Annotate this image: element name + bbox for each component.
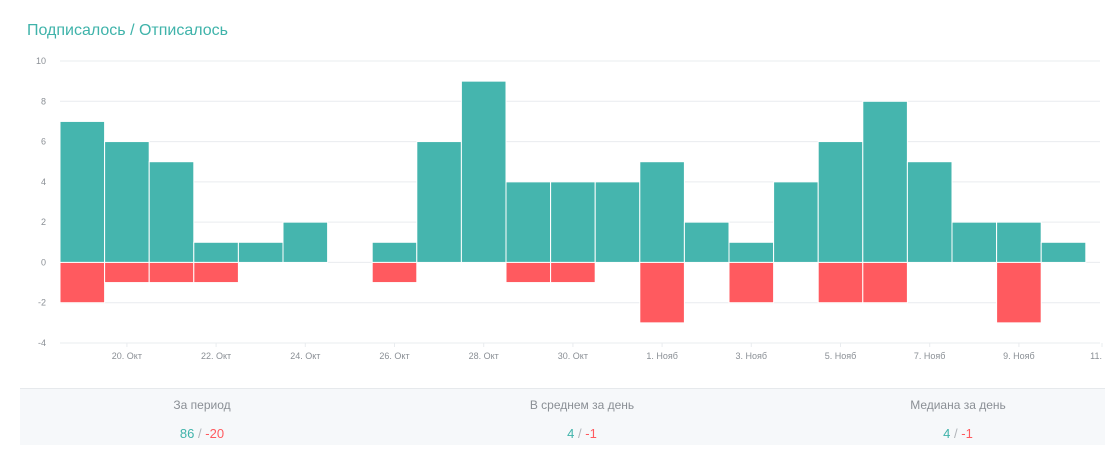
stat-value: 4 / -1	[432, 426, 732, 441]
bar-subscribed	[683, 221, 730, 263]
bar-subscribed	[728, 241, 775, 263]
bar-subscribed	[460, 80, 507, 263]
x-tick-label: 9. Нояб	[1003, 351, 1035, 361]
bar-unsubscribed	[550, 261, 596, 284]
x-tick-label: 1. Нояб	[646, 351, 678, 361]
bar-unsubscribed	[59, 261, 106, 304]
x-tick-label: 28. Окт	[469, 351, 499, 361]
bar-unsubscribed	[639, 261, 685, 324]
x-tick-label: 26. Окт	[379, 351, 409, 361]
stat-positive: 4	[567, 426, 575, 441]
bar-subscribed	[416, 141, 462, 263]
stats-panel: За период 86 / -20 В среднем за день 4 /…	[20, 388, 1105, 445]
bar-subscribed	[237, 241, 284, 263]
y-tick-label: -4	[38, 338, 46, 348]
bar-subscribed	[104, 141, 150, 263]
stat-value: 86 / -20	[52, 426, 352, 441]
stat-period: За период 86 / -20	[52, 389, 352, 441]
stat-positive: 86	[179, 426, 195, 441]
bar-chart: 10 8 6 4 2 0 -2 -4 20. Окт 22. Окт 24. Окт 26. Окт 2…	[36, 56, 1103, 361]
stat-negative: -20	[205, 426, 225, 441]
bar-subscribed	[996, 221, 1042, 263]
stat-separator: /	[578, 426, 582, 441]
stat-separator: /	[954, 426, 958, 441]
bar-unsubscribed	[862, 261, 908, 304]
x-tick-label: 20. Окт	[112, 351, 142, 361]
x-tick-label: 24. Окт	[290, 351, 320, 361]
bar-subscribed	[282, 221, 329, 263]
stat-label: За период	[173, 398, 231, 412]
bar-subscribed	[371, 241, 418, 263]
x-tick-label: 22. Окт	[201, 351, 231, 361]
bar-subscribed	[639, 161, 685, 263]
y-tick-label: -2	[38, 298, 46, 308]
stat-label: Медиана за день	[910, 398, 1006, 412]
x-tick-label: 7. Нояб	[914, 351, 946, 361]
bar-unsubscribed	[193, 261, 239, 284]
stat-label: В среднем за день	[529, 398, 635, 412]
bar-subscribed	[148, 161, 195, 263]
stat-negative: -1	[961, 426, 973, 441]
bar-subscribed	[594, 181, 641, 263]
y-tick-label: 4	[41, 177, 46, 187]
stat-separator: /	[198, 426, 202, 441]
stat-daily-average: В среднем за день 4 / -1	[432, 389, 732, 441]
bar-unsubscribed	[817, 261, 864, 304]
x-tick-label: 5. Нояб	[825, 351, 857, 361]
bar-subscribed	[1040, 241, 1087, 263]
bar-subscribed	[505, 181, 552, 263]
bar-unsubscribed	[728, 261, 775, 304]
bar-subscribed	[951, 221, 998, 263]
stat-negative: -1	[585, 426, 597, 441]
y-tick-label: 0	[41, 257, 46, 267]
bar-unsubscribed	[148, 261, 195, 284]
x-tick-label: 3. Нояб	[736, 351, 768, 361]
chart-title: Подписалось / Отписалось	[27, 22, 228, 39]
bar-unsubscribed	[505, 261, 552, 284]
bar-unsubscribed	[104, 261, 150, 284]
bar-unsubscribed	[996, 261, 1042, 324]
x-tick-label: 30. Окт	[558, 351, 588, 361]
stat-value: 4 / -1	[808, 426, 1105, 441]
x-tick-label: 11.	[1090, 351, 1102, 361]
bar-subscribed	[817, 141, 864, 263]
bar-subscribed	[59, 120, 106, 263]
bar-subscribed	[193, 241, 239, 263]
y-tick-label: 6	[41, 137, 46, 147]
y-tick-label: 8	[41, 96, 46, 106]
y-tick-label: 10	[36, 56, 46, 66]
bar-subscribed	[862, 100, 908, 263]
bar-subscribed	[550, 181, 596, 263]
stat-positive: 4	[943, 426, 951, 441]
bar-subscribed	[773, 181, 819, 263]
bar-unsubscribed	[371, 261, 418, 284]
bar-subscribed	[906, 161, 953, 263]
y-tick-label: 2	[41, 217, 46, 227]
stat-daily-median: Медиана за день 4 / -1	[808, 389, 1105, 441]
